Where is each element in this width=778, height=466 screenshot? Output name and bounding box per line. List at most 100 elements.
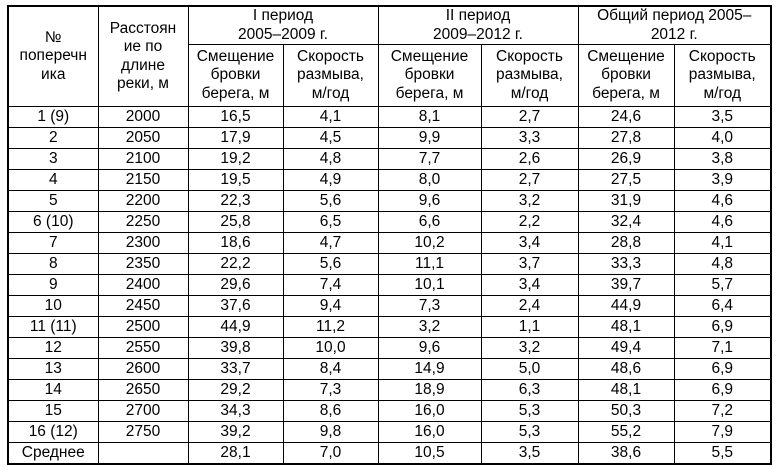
table-cell: 44,9 xyxy=(577,295,675,317)
table-cell: 5,6 xyxy=(282,253,379,275)
table-cell: 6,9 xyxy=(673,379,772,401)
table-cell: 4,8 xyxy=(282,148,379,170)
table-cell: 9,4 xyxy=(282,295,379,317)
table-cell: 5,5 xyxy=(673,442,772,465)
table-cell: 11,2 xyxy=(282,316,379,338)
table-cell: 4,1 xyxy=(673,232,772,254)
table-cell: 16,0 xyxy=(377,400,482,422)
table-cell: 14 xyxy=(7,379,99,401)
table-row: 4 2150 19,5 4,9 8,0 2,7 27,5 3,9 xyxy=(7,169,772,191)
table-cell: 2550 xyxy=(97,337,189,359)
table-cell: 3,2 xyxy=(480,337,579,359)
table-cell: 26,9 xyxy=(577,148,675,170)
table-cell: 5 xyxy=(7,190,99,212)
header-distance-along-river: Расстоян ие по длине реки, м xyxy=(97,5,189,107)
table-cell: 3,4 xyxy=(480,232,579,254)
table-cell: Среднее xyxy=(7,442,99,465)
table-cell: 34,3 xyxy=(187,400,284,422)
table-cell: 32,4 xyxy=(577,211,675,233)
table-cell: 22,3 xyxy=(187,190,284,212)
subheader-rate-period-1: Скорость размыва, м/год xyxy=(282,44,379,107)
table-cell: 6,4 xyxy=(673,295,772,317)
table-cell: 6 (10) xyxy=(7,211,99,233)
table-cell: 48,6 xyxy=(577,358,675,380)
table-cell: 7,3 xyxy=(282,379,379,401)
table-cell: 10,0 xyxy=(282,337,379,359)
subheader-rate-total: Скорость размыва, м/год xyxy=(673,44,772,107)
table-cell: 29,6 xyxy=(187,274,284,296)
table-cell: 3,8 xyxy=(673,148,772,170)
subheader-displacement-period-1: Смещение бровки берега, м xyxy=(187,44,284,107)
table-cell: 4,8 xyxy=(673,253,772,275)
table-cell: 16,0 xyxy=(377,421,482,443)
table-cell: 18,9 xyxy=(377,379,482,401)
table-cell: 8,4 xyxy=(282,358,379,380)
table-cell: 33,3 xyxy=(577,253,675,275)
table-row: 6 (10) 2250 25,8 6,5 6,6 2,2 32,4 4,6 xyxy=(7,211,772,233)
table-row: Среднее 28,1 7,0 10,5 3,5 38,6 5,5 xyxy=(7,442,772,465)
table-cell: 2,4 xyxy=(480,295,579,317)
table-cell: 5,0 xyxy=(480,358,579,380)
table-cell: 2650 xyxy=(97,379,189,401)
table-cell: 9,8 xyxy=(282,421,379,443)
subheader-rate-period-2: Скорость размыва, м/год xyxy=(480,44,579,107)
table-row: 3 2100 19,2 4,8 7,7 2,6 26,9 3,8 xyxy=(7,148,772,170)
header-period-2: II период 2009–2012 г. xyxy=(377,5,579,45)
table-cell: 4,5 xyxy=(282,127,379,149)
table-cell: 10,1 xyxy=(377,274,482,296)
table-cell: 5,7 xyxy=(673,274,772,296)
table-cell: 27,5 xyxy=(577,169,675,191)
table-cell: 2,2 xyxy=(480,211,579,233)
table-cell: 2 xyxy=(7,127,99,149)
table-cell: 55,2 xyxy=(577,421,675,443)
table-cell: 27,8 xyxy=(577,127,675,149)
table-cell: 9,6 xyxy=(377,337,482,359)
table-cell: 19,5 xyxy=(187,169,284,191)
table-cell: 22,2 xyxy=(187,253,284,275)
table-cell: 6,5 xyxy=(282,211,379,233)
table-cell: 7,1 xyxy=(673,337,772,359)
table-cell: 37,6 xyxy=(187,295,284,317)
table-cell: 11,1 xyxy=(377,253,482,275)
table-cell: 6,9 xyxy=(673,316,772,338)
table-cell: 6,6 xyxy=(377,211,482,233)
table-cell: 2200 xyxy=(97,190,189,212)
table-cell: 31,9 xyxy=(577,190,675,212)
table-row: 5 2200 22,3 5,6 9,6 3,2 31,9 4,6 xyxy=(7,190,772,212)
table-cell: 6,3 xyxy=(480,379,579,401)
table-cell: 11 (11) xyxy=(7,316,99,338)
table-cell: 19,2 xyxy=(187,148,284,170)
table-cell: 13 xyxy=(7,358,99,380)
table-cell: 10,5 xyxy=(377,442,482,465)
table-cell: 44,9 xyxy=(187,316,284,338)
table-cell: 2300 xyxy=(97,232,189,254)
table-row: 13 2600 33,7 8,4 14,9 5,0 48,6 6,9 xyxy=(7,358,772,380)
table-cell: 16,5 xyxy=(187,106,284,128)
table-cell: 6,9 xyxy=(673,358,772,380)
table-cell: 2250 xyxy=(97,211,189,233)
table-row: 16 (12) 2750 39,2 9,8 16,0 5,3 55,2 7,9 xyxy=(7,421,772,443)
table-cell: 2500 xyxy=(97,316,189,338)
table-row: 11 (11) 2500 44,9 11,2 3,2 1,1 48,1 6,9 xyxy=(7,316,772,338)
table-cell: 3,3 xyxy=(480,127,579,149)
table-cell: 3,2 xyxy=(377,316,482,338)
table-cell: 7,0 xyxy=(282,442,379,465)
table-cell: 39,2 xyxy=(187,421,284,443)
table-cell: 38,6 xyxy=(577,442,675,465)
table-cell: 4,7 xyxy=(282,232,379,254)
table-cell: 25,8 xyxy=(187,211,284,233)
table-cell: 3,5 xyxy=(673,106,772,128)
table-cell: 3,4 xyxy=(480,274,579,296)
table-cell: 16 (12) xyxy=(7,421,99,443)
table-cell: 2400 xyxy=(97,274,189,296)
table-cell: 2,7 xyxy=(480,106,579,128)
table-cell: 3 xyxy=(7,148,99,170)
table-cell: 2750 xyxy=(97,421,189,443)
subheader-displacement-period-2: Смещение бровки берега, м xyxy=(377,44,482,107)
table-cell: 4,9 xyxy=(282,169,379,191)
table-cell: 49,4 xyxy=(577,337,675,359)
table-cell: 4 xyxy=(7,169,99,191)
table-cell: 28,8 xyxy=(577,232,675,254)
table-cell: 7,3 xyxy=(377,295,482,317)
